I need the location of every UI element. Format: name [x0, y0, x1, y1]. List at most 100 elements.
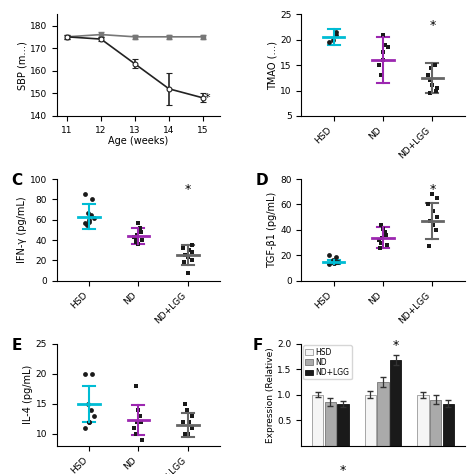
- Point: [137, 228, 145, 236]
- Point: [134, 418, 141, 426]
- Point: [330, 259, 337, 267]
- Point: [185, 418, 192, 426]
- Point: [377, 239, 385, 246]
- Legend: HSD, ND, ND+LGG: HSD, ND, ND+LGG: [303, 346, 352, 379]
- Point: [335, 258, 342, 265]
- Point: [134, 240, 142, 248]
- Point: [428, 191, 436, 198]
- Point: [428, 64, 435, 72]
- Point: [130, 424, 138, 431]
- Y-axis label: Expression (Relative): Expression (Relative): [265, 347, 274, 443]
- Y-axis label: TGF-β1 (pg/mL): TGF-β1 (pg/mL): [267, 192, 277, 268]
- X-axis label: Age (weeks): Age (weeks): [108, 136, 169, 146]
- Point: [132, 238, 139, 246]
- Point: [185, 246, 192, 254]
- Point: [137, 418, 145, 426]
- Point: [139, 236, 146, 244]
- Point: [135, 406, 142, 413]
- Point: [189, 424, 196, 431]
- Point: [90, 412, 98, 419]
- Point: [188, 241, 196, 249]
- Point: [329, 256, 337, 264]
- Bar: [417, 395, 428, 446]
- Point: [382, 231, 390, 239]
- Point: [184, 430, 192, 438]
- Y-axis label: IL-4 (pg/mL): IL-4 (pg/mL): [23, 365, 33, 424]
- Point: [326, 252, 333, 259]
- Point: [424, 72, 432, 79]
- Point: [86, 418, 93, 426]
- Text: D: D: [256, 173, 268, 188]
- Bar: [365, 395, 376, 446]
- Point: [377, 72, 384, 79]
- Point: [432, 61, 439, 69]
- Point: [87, 406, 95, 413]
- Point: [184, 254, 192, 261]
- Point: [139, 436, 146, 443]
- Point: [90, 214, 98, 221]
- Point: [87, 211, 95, 219]
- Point: [182, 252, 189, 259]
- Bar: [325, 402, 336, 446]
- Point: [329, 36, 337, 44]
- Point: [429, 221, 437, 228]
- Point: [375, 236, 383, 244]
- Point: [85, 418, 93, 426]
- Point: [81, 191, 89, 198]
- Point: [326, 260, 333, 268]
- Point: [182, 430, 189, 438]
- Point: [378, 234, 386, 241]
- Y-axis label: IFN-γ (pg/mL): IFN-γ (pg/mL): [17, 197, 27, 263]
- Point: [132, 382, 140, 390]
- Point: [181, 400, 189, 408]
- Point: [428, 82, 436, 89]
- Point: [384, 44, 392, 51]
- Point: [433, 87, 440, 94]
- Point: [376, 244, 384, 252]
- Point: [379, 56, 387, 64]
- Point: [188, 412, 196, 419]
- Point: [189, 248, 196, 256]
- Bar: [337, 404, 349, 446]
- Point: [433, 226, 440, 234]
- Point: [332, 28, 339, 36]
- Y-axis label: TMAO (…): TMAO (…): [267, 41, 277, 90]
- Point: [375, 61, 383, 69]
- Text: *: *: [392, 339, 399, 352]
- Point: [433, 213, 441, 221]
- Point: [379, 225, 387, 232]
- Point: [381, 228, 389, 236]
- Text: *: *: [429, 183, 436, 196]
- Bar: [430, 400, 441, 446]
- Point: [135, 219, 142, 227]
- Text: E: E: [11, 337, 22, 353]
- Point: [381, 41, 389, 48]
- Point: [133, 430, 140, 438]
- Y-axis label: SBP (m…): SBP (m…): [17, 41, 27, 90]
- Point: [86, 216, 93, 224]
- Bar: [390, 360, 401, 446]
- Point: [137, 412, 144, 419]
- Point: [130, 233, 138, 241]
- Point: [333, 31, 340, 38]
- Point: [380, 31, 387, 38]
- Point: [85, 218, 93, 226]
- Text: *: *: [185, 183, 191, 196]
- Point: [81, 219, 89, 227]
- Bar: [312, 395, 323, 446]
- Text: *: *: [429, 19, 436, 32]
- Point: [183, 406, 191, 413]
- Point: [179, 245, 187, 252]
- Point: [83, 221, 91, 228]
- Text: C: C: [11, 173, 22, 188]
- Point: [84, 400, 92, 408]
- Point: [427, 77, 434, 84]
- Point: [188, 256, 196, 264]
- Point: [330, 259, 338, 267]
- Point: [81, 424, 89, 431]
- Point: [184, 269, 192, 276]
- Point: [333, 253, 340, 260]
- Point: [377, 221, 384, 228]
- Point: [81, 370, 89, 378]
- Point: [179, 418, 187, 426]
